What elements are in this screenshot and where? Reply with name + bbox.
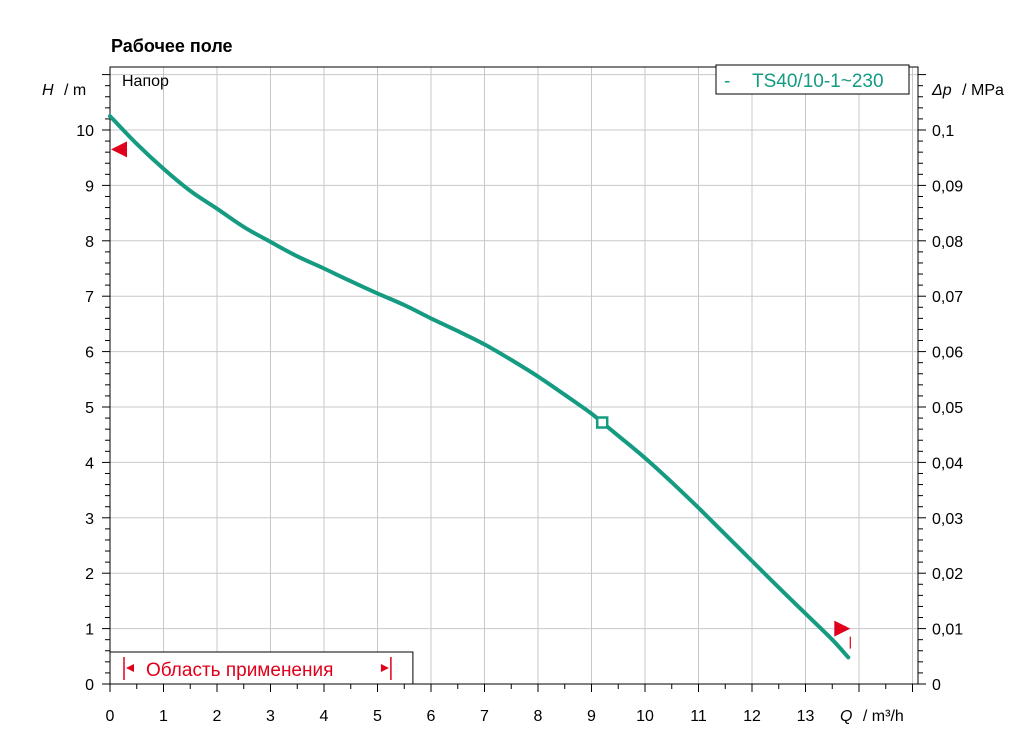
range-marker-left (111, 141, 127, 158)
y-axis-left-unit: / m (64, 82, 86, 99)
y-axis-right-symbol: Δp (931, 82, 952, 99)
y-right-tick-label: 0,07 (932, 289, 963, 306)
grid-lines (110, 67, 918, 684)
y-axis-left-tick-labels: 0 1 2 3 4 5 6 7 8 9 10 (76, 123, 94, 694)
axis-ticks (102, 74, 926, 692)
application-range: Область применения (109, 651, 414, 685)
y-left-tick-label: 8 (85, 234, 94, 251)
application-range-arrows (123, 657, 392, 680)
x-tick-label: 11 (690, 708, 707, 725)
y-right-tick-label: 0 (932, 677, 941, 694)
y-left-tick-label: 7 (85, 289, 94, 306)
legend-marker: - (724, 71, 730, 92)
application-range-box (109, 651, 414, 685)
legend: - TS40/10-1~230 (715, 64, 910, 95)
y-left-tick-label: 3 (85, 511, 94, 528)
y-left-tick-label: 5 (85, 400, 94, 417)
plot-frame (109, 66, 919, 685)
x-axis-unit: / m³/h (863, 708, 904, 725)
legend-entry: TS40/10-1~230 (752, 71, 884, 92)
range-arrow-left (126, 664, 134, 672)
x-tick-label: 6 (427, 708, 436, 725)
x-tick-label: 9 (587, 708, 596, 725)
application-range-label: Область применения (146, 660, 333, 681)
y-left-tick-label: 10 (76, 123, 94, 140)
y-right-tick-label: 0,03 (932, 511, 963, 528)
y-right-tick-label: 0,08 (932, 234, 963, 251)
x-tick-label: 5 (373, 708, 382, 725)
x-axis-symbol: Q (840, 708, 852, 725)
y-axis-left-symbol: H (42, 82, 54, 99)
x-tick-label: 4 (320, 708, 329, 725)
x-tick-label: 13 (797, 708, 815, 725)
x-tick-label: 2 (213, 708, 222, 725)
y-right-tick-label: 0,09 (932, 178, 963, 195)
panel-label: Напор (122, 73, 169, 90)
y-axis-right-unit: / MPa (962, 82, 1004, 99)
y-left-tick-label: 6 (85, 345, 94, 362)
x-tick-label: 7 (480, 708, 489, 725)
y-left-tick-label: 0 (85, 677, 94, 694)
x-tick-label: 12 (743, 708, 761, 725)
x-axis-tick-labels: 0 1 2 3 4 5 6 7 8 9 10 11 12 13 (106, 708, 815, 725)
series-line-ts40-10-1-230 (108, 114, 851, 660)
y-right-tick-label: 0,06 (932, 345, 963, 362)
range-arrow-right (380, 664, 389, 672)
y-left-tick-label: 2 (85, 566, 94, 583)
y-right-tick-label: 0,05 (932, 400, 963, 417)
range-marker-right (834, 620, 851, 637)
x-tick-label: 8 (534, 708, 543, 725)
chart-title: Рабочее поле (111, 36, 233, 56)
duty-point-marker (595, 416, 609, 429)
y-right-tick-label: 0,01 (932, 622, 963, 639)
y-axis-right-tick-labels: 0 0,01 0,02 0,03 0,04 0,05 0,06 0,07 0,08 0,09 0,1 (932, 123, 963, 694)
y-left-tick-label: 9 (85, 178, 94, 195)
x-tick-label: 1 (159, 708, 168, 725)
range-markers (111, 141, 851, 649)
x-axis-title: Q / m³/h (840, 708, 904, 725)
y-right-tick-label: 0,04 (932, 455, 963, 472)
y-right-tick-label: 0,1 (932, 123, 954, 140)
y-axis-left-title: H / m (42, 82, 86, 99)
x-tick-label: 0 (106, 708, 115, 725)
x-tick-label: 10 (636, 708, 654, 725)
y-axis-right-title: Δp / MPa (931, 82, 1004, 99)
y-left-tick-label: 4 (85, 455, 94, 472)
legend-box (715, 64, 910, 95)
x-tick-label: 3 (266, 708, 275, 725)
y-right-tick-label: 0,02 (932, 566, 963, 583)
y-left-tick-label: 1 (85, 622, 94, 639)
